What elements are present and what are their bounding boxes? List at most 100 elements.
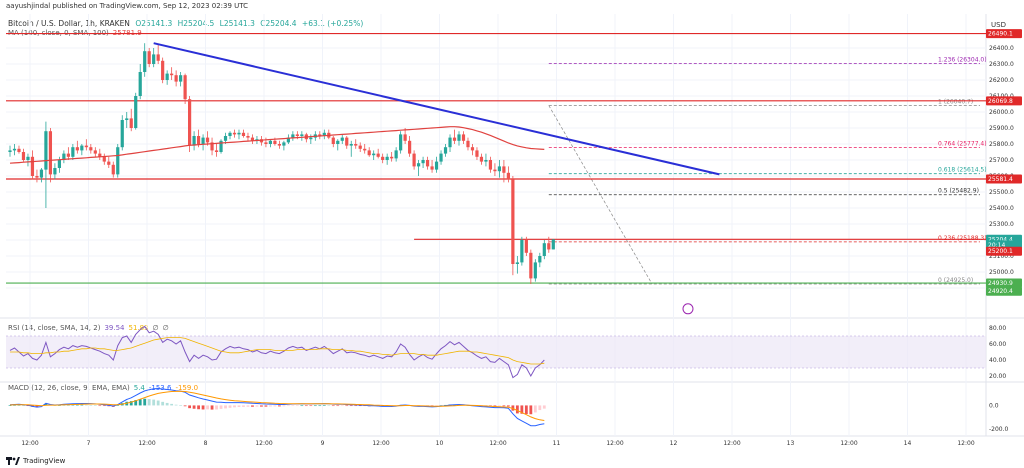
macd-histogram-bar: [304, 405, 308, 407]
x-tick-label: 13: [787, 440, 795, 447]
candle-body: [529, 252, 533, 279]
candle-body: [21, 152, 26, 160]
macd-histogram-bar: [493, 405, 497, 407]
candle-body: [138, 72, 142, 96]
macd-histogram-bar: [134, 400, 138, 406]
candle-body: [196, 136, 201, 144]
moving-average-line: [9, 126, 545, 164]
candle-body: [542, 243, 546, 256]
candle-body: [102, 156, 106, 162]
macd-legend-v2: -153.6: [148, 384, 172, 392]
macd-histogram-bar: [75, 404, 79, 406]
bearish-trend-line: [153, 42, 720, 176]
candle-body: [520, 240, 524, 263]
rsi-legend-na1: ∅: [152, 324, 159, 332]
y-tick-label: 26000.0: [989, 109, 1014, 116]
macd-histogram-bar: [174, 404, 178, 406]
x-tick-label: 12: [670, 440, 678, 447]
candle-body: [62, 153, 66, 160]
rsi-legend-na2: ∅: [162, 324, 169, 332]
macd-histogram-bar: [179, 405, 183, 406]
macd-tick-label: -200.0: [989, 426, 1009, 433]
macd-histogram-bar: [542, 405, 546, 409]
y-tick-label: 25700.0: [989, 157, 1014, 164]
ohlc-high: H25204.5: [177, 19, 215, 28]
candle-body: [183, 75, 187, 100]
macd-histogram-bar: [515, 405, 519, 414]
macd-histogram-bar: [13, 405, 16, 406]
candle-body: [237, 132, 241, 135]
rsi-legend-label: RSI (14, close, SMA, 14, 2): [8, 324, 101, 332]
candle-body: [188, 99, 192, 146]
candle-body: [205, 137, 210, 143]
macd-histogram-bar: [147, 399, 151, 406]
candle-body: [8, 150, 12, 152]
macd-histogram-bar: [102, 405, 106, 407]
candle-body: [120, 120, 124, 148]
macd-histogram-bar: [22, 405, 25, 407]
candle-body: [219, 140, 223, 152]
macd-histogram-bar: [35, 405, 39, 408]
macd-histogram-bar: [156, 400, 160, 406]
candle-body: [412, 153, 416, 167]
candle-body: [152, 54, 156, 64]
event-marker-icon: [682, 303, 694, 315]
price-pane: 1.236 (26304.0) 1 (26040.7) 0.764 (25777.4…: [6, 32, 987, 315]
candle-body: [363, 148, 367, 151]
candle-body: [484, 160, 488, 162]
macd-histogram-bar: [358, 405, 362, 407]
fib-level-label: 0.236 (25188.3): [938, 235, 987, 242]
candle-body: [345, 137, 349, 146]
x-tick-label: 7: [87, 440, 91, 447]
candle-body: [44, 131, 48, 170]
candle-body: [295, 134, 299, 136]
candle-body: [201, 137, 205, 144]
macd-histogram-bar: [273, 405, 277, 407]
ohlc-close: C25204.4: [260, 19, 297, 28]
macd-histogram-bar: [44, 403, 48, 406]
candle-body: [408, 140, 412, 154]
price-tag: [986, 278, 1022, 288]
ohlc-change: +63.1 (+0.25%): [301, 19, 364, 28]
candle-body: [156, 54, 160, 61]
macd-histogram-bar: [498, 405, 501, 407]
macd-histogram-bar: [26, 405, 30, 407]
candle-body: [349, 144, 353, 146]
y-tick-label: 25000.0: [989, 269, 1014, 276]
candle-body: [57, 160, 61, 168]
y-tick-label: 25400.0: [989, 205, 1014, 212]
price-tag: [986, 286, 1022, 296]
macd-histogram-bar: [354, 405, 358, 407]
macd-histogram-bar: [224, 405, 227, 409]
price-tag-label: 24920.4: [988, 288, 1013, 295]
price-tag: [986, 29, 1022, 39]
candle-body: [291, 134, 295, 138]
macd-line: [9, 387, 545, 427]
candle-body: [48, 131, 53, 175]
macd-histogram-bar: [116, 405, 120, 406]
candle-body: [228, 132, 232, 136]
candle-body: [331, 137, 335, 144]
candle-body: [66, 153, 70, 157]
candle-body: [53, 168, 57, 175]
candle-body: [17, 148, 21, 152]
macd-histogram-bar: [529, 405, 533, 415]
macd-legend-v1: 5.4: [133, 384, 145, 392]
candle-body: [39, 169, 44, 178]
fib-level-label: 1.236 (26304.0): [938, 56, 987, 63]
candle-body: [75, 147, 79, 151]
candle-body: [26, 156, 30, 160]
macd-histogram-bar: [291, 405, 295, 407]
macd-histogram-bar: [533, 405, 537, 413]
y-tick-label: 25300.0: [989, 221, 1014, 228]
fib-level-label: 1 (26040.7): [938, 98, 973, 105]
price-tag: [986, 174, 1022, 184]
macd-histogram-bar: [260, 405, 263, 407]
macd-histogram-bar: [242, 405, 245, 407]
macd-histogram-bar: [188, 405, 191, 409]
price-tag-label: 25581.4: [988, 176, 1013, 183]
x-tick-label: 12:00: [489, 440, 506, 447]
candle-body: [286, 137, 290, 143]
candle-body: [403, 134, 407, 141]
